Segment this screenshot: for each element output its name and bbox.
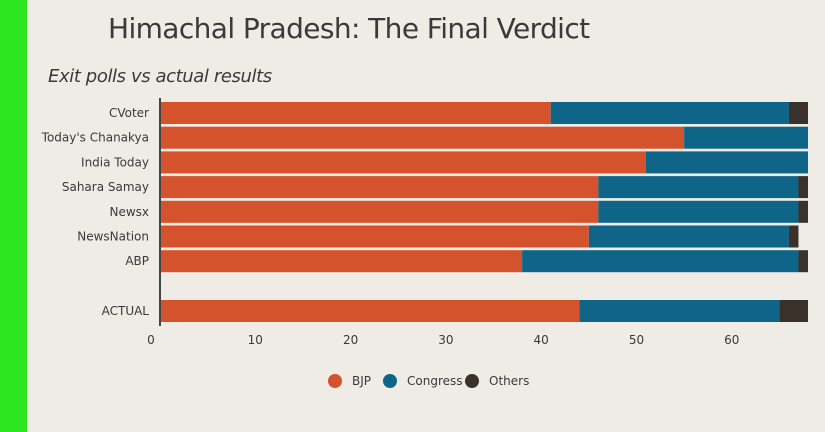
side-accent-bar (0, 0, 27, 432)
category-label: ACTUAL (102, 304, 150, 318)
category-label: NewsNation (77, 230, 149, 244)
bar-others-6 (798, 250, 808, 273)
category-label: ABP (125, 254, 149, 268)
bar-congress-5 (588, 225, 789, 248)
category-label: Newsx (109, 205, 149, 219)
bar-congress-7 (579, 300, 780, 322)
legend-label-congress: Congress (407, 374, 463, 388)
chart-subtitle: Exit polls vs actual results (48, 66, 272, 87)
x-tick-label: 60 (724, 333, 739, 347)
chart-title: Himachal Pradesh: The Final Verdict (108, 12, 590, 45)
category-label: Today's Chanakya (41, 131, 149, 145)
bar-bjp-0 (160, 102, 551, 124)
x-tick-label: 30 (438, 333, 453, 347)
bar-bjp-1 (160, 126, 685, 149)
bar-others-3 (798, 176, 808, 199)
bar-bjp-3 (160, 176, 599, 199)
bar-bjp-5 (160, 225, 589, 248)
bar-others-7 (779, 300, 808, 322)
bar-congress-6 (522, 250, 799, 273)
bar-bjp-2 (160, 151, 646, 174)
x-tick-label: 10 (248, 333, 263, 347)
x-tick-label: 20 (343, 333, 358, 347)
category-label: Sahara Samay (62, 180, 149, 194)
bar-congress-1 (684, 126, 808, 149)
bar-congress-4 (598, 200, 799, 223)
bar-congress-0 (550, 102, 789, 124)
legend-label-others: Others (489, 374, 529, 388)
bar-congress-3 (598, 176, 799, 199)
x-tick-label: 50 (629, 333, 644, 347)
legend-swatch-others (465, 374, 479, 388)
bar-bjp-7 (160, 300, 580, 322)
bar-bjp-4 (160, 200, 599, 223)
bar-bjp-6 (160, 250, 523, 273)
bar-others-4 (798, 200, 808, 223)
bar-others-5 (788, 225, 799, 248)
bar-others-0 (788, 102, 808, 124)
category-label: CVoter (109, 106, 149, 120)
x-tick-label: 0 (147, 333, 155, 347)
bar-congress-2 (646, 151, 808, 174)
legend-label-bjp: BJP (352, 374, 371, 388)
legend-swatch-congress (383, 374, 397, 388)
x-tick-label: 40 (534, 333, 549, 347)
category-label: India Today (81, 155, 149, 169)
legend-swatch-bjp (328, 374, 342, 388)
